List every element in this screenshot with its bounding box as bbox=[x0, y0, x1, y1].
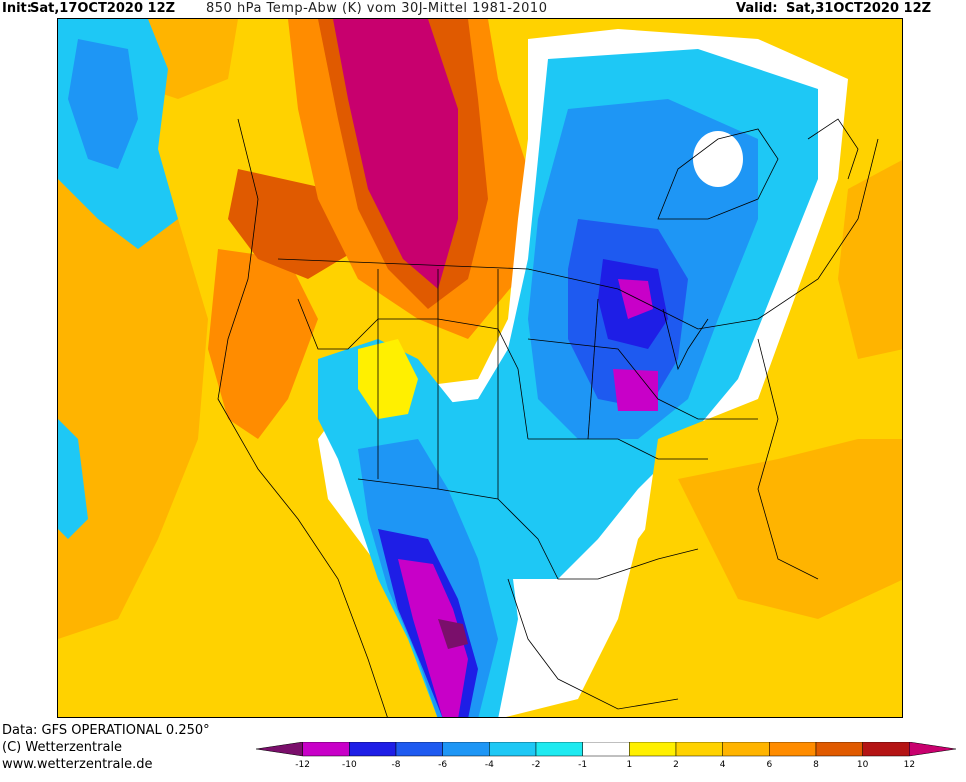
data-source-footer: Data: GFS OPERATIONAL 0.250° (C) Wetterz… bbox=[2, 722, 210, 773]
state-lines-west bbox=[297, 298, 529, 440]
anomaly-warm-max bbox=[333, 19, 458, 289]
colorbar-tick-label: 12 bbox=[903, 760, 916, 770]
colorbar-tick-label: -2 bbox=[531, 760, 541, 770]
colorbar-cell bbox=[675, 742, 723, 757]
anomaly-warm-rockies bbox=[358, 339, 418, 419]
colorbar-cell bbox=[442, 742, 490, 757]
colorbar-cell bbox=[489, 742, 537, 757]
colorbar-cell bbox=[629, 742, 677, 757]
colorbar-tick-label: 8 bbox=[813, 760, 819, 770]
valid-time: Sat,31OCT2020 12Z bbox=[786, 1, 932, 16]
anomaly-map bbox=[57, 18, 903, 718]
anomaly-cold-pacific-core bbox=[68, 39, 138, 169]
coastline-gulf bbox=[507, 578, 679, 710]
anomaly-warm-atlantic-north bbox=[838, 160, 902, 359]
border-us-mexico bbox=[357, 478, 699, 580]
colorbar-tick-label: -10 bbox=[341, 760, 357, 770]
colorbar-cell bbox=[395, 742, 443, 757]
copyright-text: (C) Wetterzentrale bbox=[2, 740, 123, 755]
website-text: www.wetterzentrale.de bbox=[2, 757, 153, 772]
great-lakes-outline bbox=[662, 308, 709, 371]
anomaly-warm-atlantic bbox=[678, 439, 902, 619]
anomaly-map-svg bbox=[58, 19, 902, 717]
colorbar-tick-label: -6 bbox=[438, 760, 448, 770]
coastline-atlantic bbox=[757, 338, 819, 580]
colorbar-tick-label: 10 bbox=[856, 760, 869, 770]
colorbar-tick-label: -4 bbox=[484, 760, 494, 770]
anomaly-cold-mexico-max bbox=[398, 559, 468, 717]
colorbar-cell bbox=[862, 742, 910, 757]
init-time: Sat,17OCT2020 12Z bbox=[30, 1, 176, 16]
border-us-canada bbox=[277, 258, 619, 290]
colorbar-tick-label: 2 bbox=[673, 760, 679, 770]
map-borders bbox=[217, 118, 879, 717]
anomaly-neutral-hudson bbox=[693, 131, 743, 187]
colorbar-tick-label: -8 bbox=[391, 760, 401, 770]
anomaly-warm-west bbox=[58, 139, 208, 639]
map-header: Init: Sat,17OCT2020 12Z 850 hPa Temp-Abw… bbox=[0, 0, 966, 18]
coastline-labrador bbox=[807, 118, 859, 180]
coastline-pacific bbox=[217, 118, 388, 717]
init-label: Init: bbox=[2, 1, 32, 16]
colorbar-cell bbox=[722, 742, 770, 757]
colorbar-cell bbox=[256, 742, 303, 757]
colorbar-cell bbox=[349, 742, 397, 757]
colorbar-cell bbox=[535, 742, 583, 757]
data-source-text: Data: GFS OPERATIONAL 0.250° bbox=[2, 723, 210, 738]
state-lines-central bbox=[527, 338, 758, 420]
coastline-northeast bbox=[617, 138, 879, 330]
map-title: 850 hPa Temp-Abw (K) vom 30J-Mittel 1981… bbox=[206, 1, 548, 16]
colorbar-cell bbox=[769, 742, 817, 757]
colorbar-tick-labels: -12 -10 -8 -6 -4 -2 -1 1 2 4 6 8 10 12 bbox=[256, 760, 956, 774]
colorbar-tick-label: 6 bbox=[766, 760, 773, 770]
valid-label: Valid: bbox=[736, 1, 778, 16]
colorbar-cell bbox=[582, 742, 630, 757]
colorbar bbox=[256, 742, 956, 757]
colorbar-tick-label: -12 bbox=[295, 760, 311, 770]
anomaly-cold-max-ohio bbox=[613, 369, 658, 411]
anomaly-cold-max-michigan bbox=[618, 279, 653, 319]
state-line-vertical-4 bbox=[587, 298, 599, 440]
colorbar-tick-label: 1 bbox=[626, 760, 633, 770]
anomaly-cold-mexico-extreme bbox=[438, 619, 468, 649]
colorbar-cell bbox=[815, 742, 863, 757]
colorbar-tick-label: -1 bbox=[578, 760, 588, 770]
state-lines-south bbox=[528, 438, 708, 460]
anomaly-warm-coast bbox=[208, 249, 318, 439]
hudson-bay-outline bbox=[657, 128, 779, 220]
colorbar-tick-label: 4 bbox=[719, 760, 726, 770]
colorbar-cell bbox=[302, 742, 350, 757]
colorbar-cell bbox=[909, 742, 956, 757]
anomaly-cold-pacific-south bbox=[58, 419, 88, 539]
